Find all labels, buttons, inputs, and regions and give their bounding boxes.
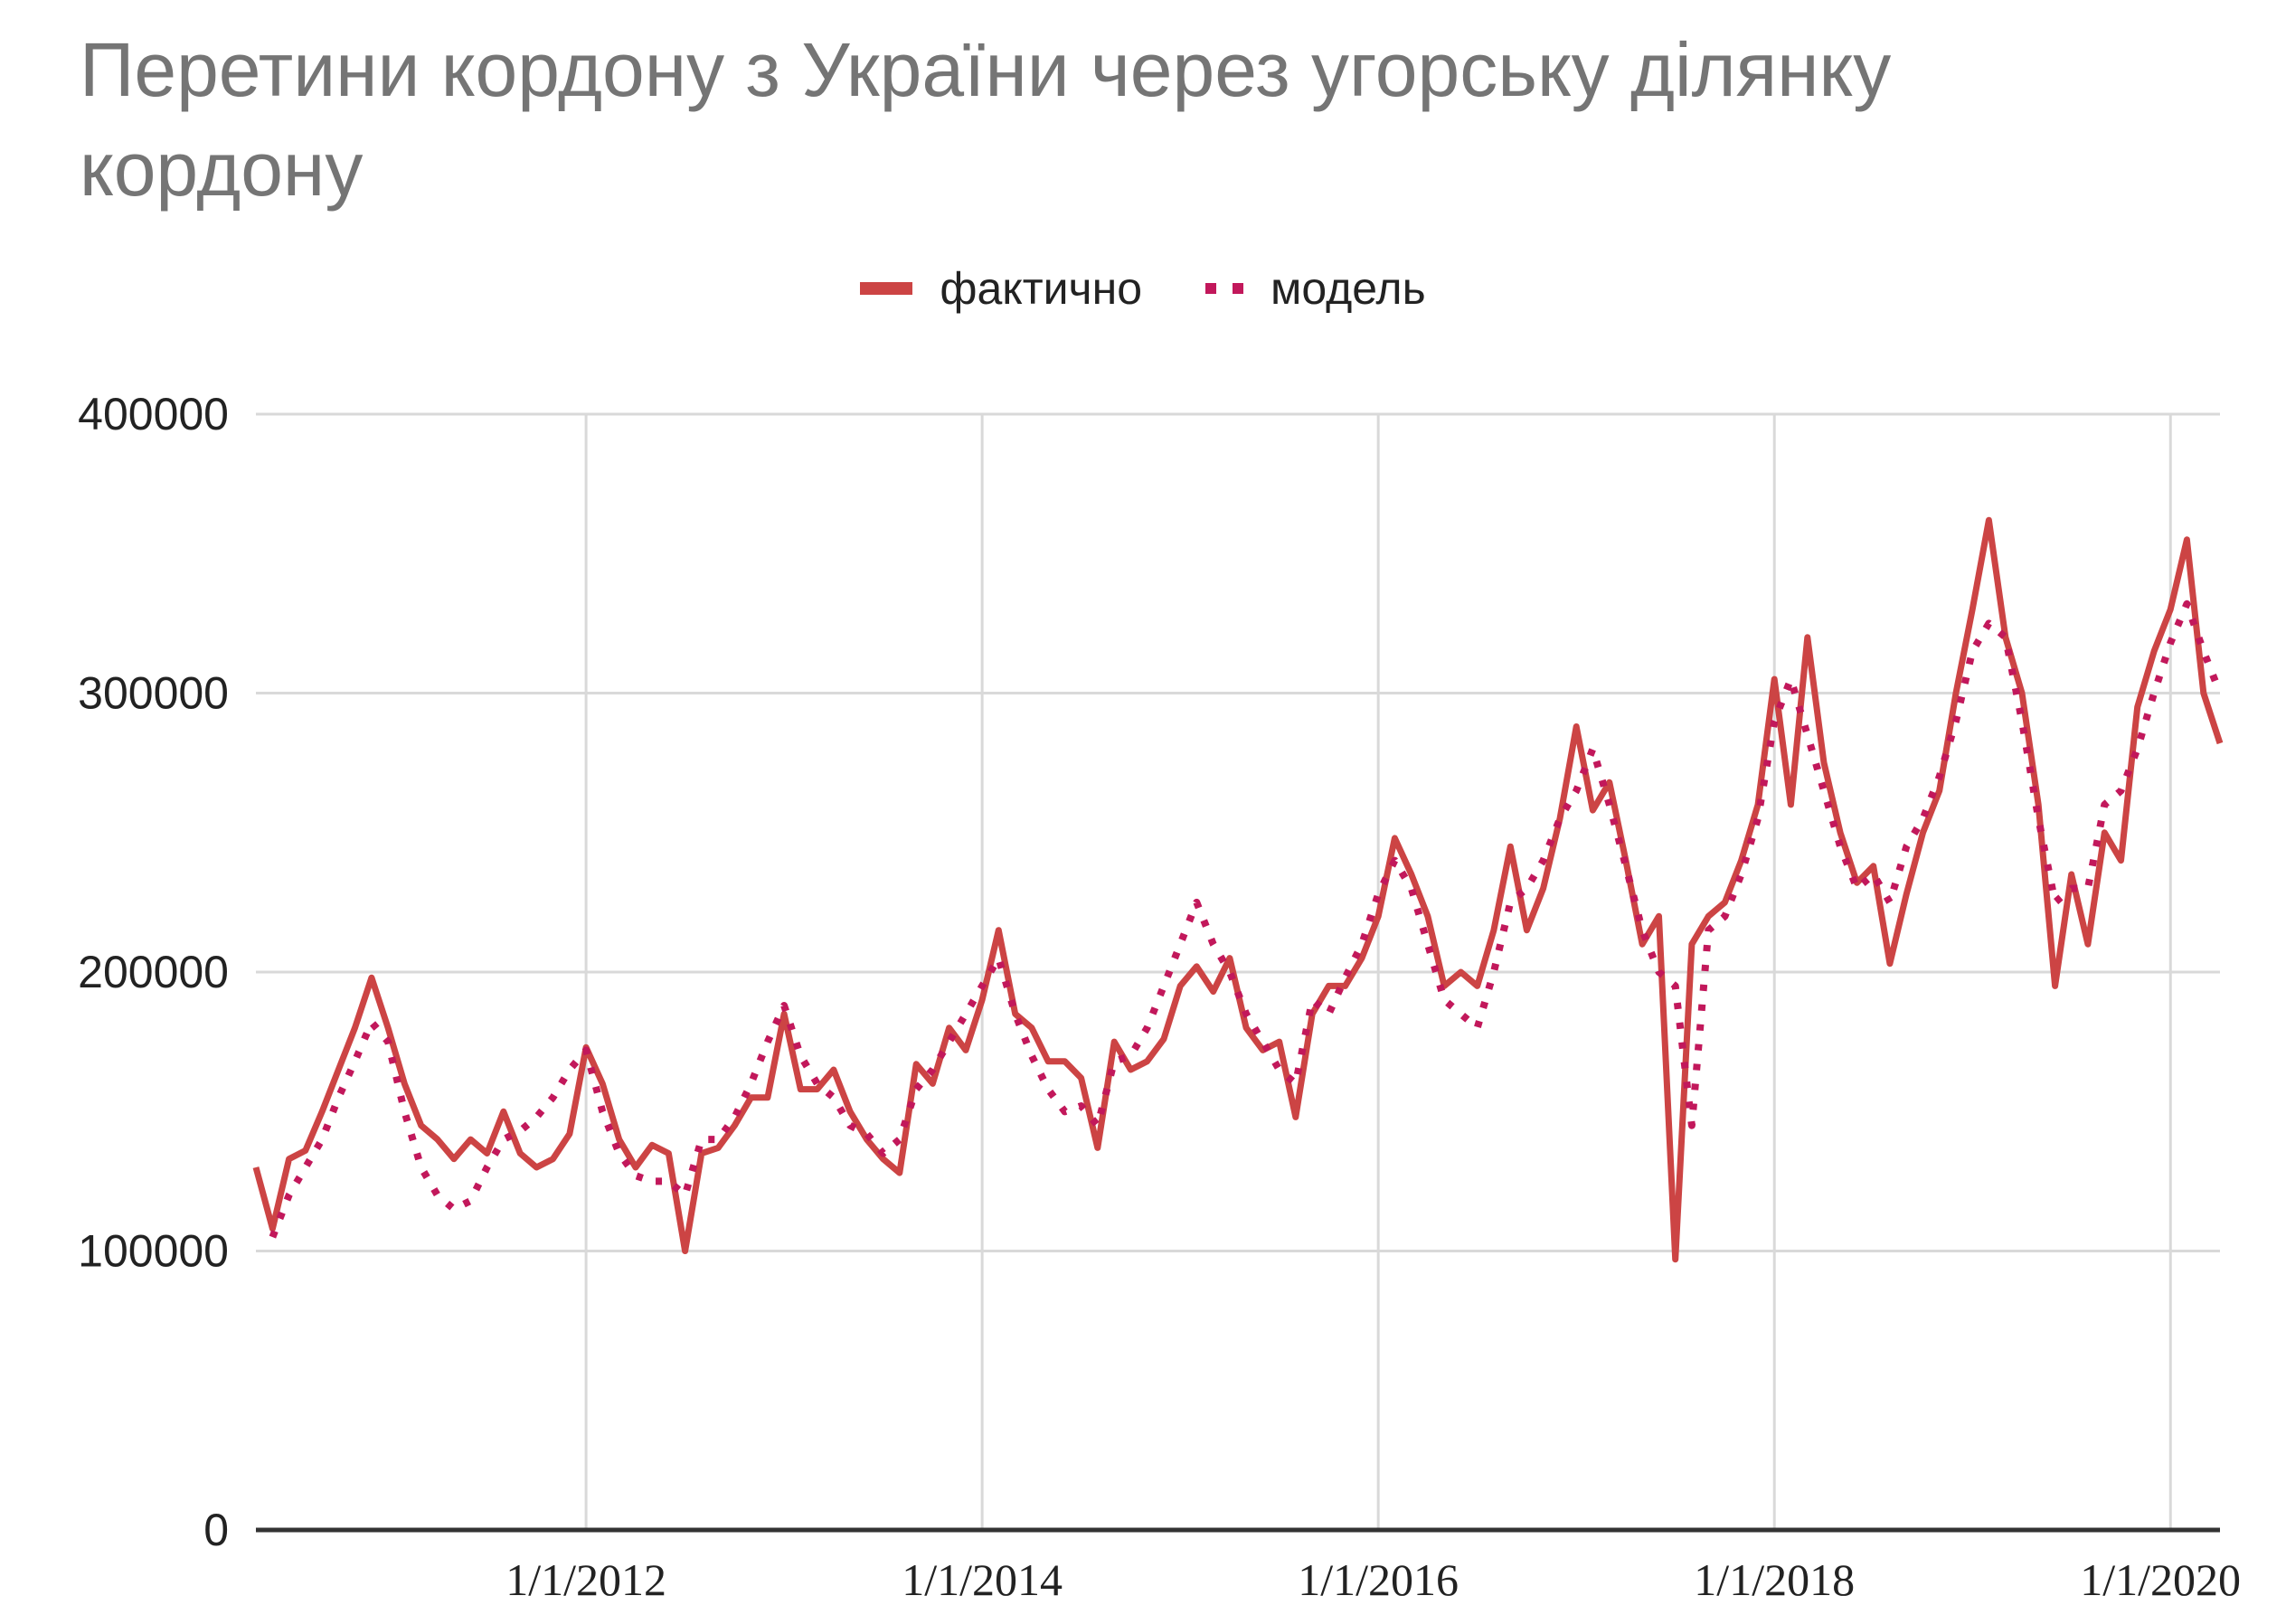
y-tick-label: 0	[203, 1505, 229, 1555]
x-tick-label: 1/1/2018	[1694, 1554, 1855, 1605]
y-axis-labels: 0 100000 200000 300000 400000	[78, 389, 229, 1555]
legend-item-actual[interactable]: фактично	[860, 262, 1142, 315]
chart-title: Перетини кордону з України через угорськ…	[80, 27, 1892, 212]
x-tick-label: 1/1/2014	[902, 1554, 1063, 1605]
y-tick-label: 300000	[78, 668, 229, 719]
legend: фактично модель	[0, 262, 2286, 315]
legend-label-actual: фактично	[940, 263, 1143, 314]
x-tick-label: 1/1/2020	[2080, 1554, 2241, 1605]
x-tick-label: 1/1/2012	[505, 1554, 666, 1605]
series-line-actual	[252, 516, 2224, 1263]
y-tick-label: 100000	[78, 1226, 229, 1277]
x-axis-labels: 1/1/2012 1/1/2014 1/1/2016 1/1/2018 1/1/2020	[505, 1554, 2241, 1605]
legend-item-model[interactable]: модель	[1205, 262, 1426, 315]
series-layer	[252, 516, 2224, 1263]
legend-line-icon	[860, 282, 913, 295]
legend-dots-icon	[1205, 283, 1244, 294]
y-tick-label: 200000	[78, 947, 229, 997]
y-tick-label: 400000	[78, 389, 229, 439]
horizontal-gridlines	[256, 412, 2220, 1252]
series-line-model	[269, 600, 2224, 1239]
x-tick-label: 1/1/2016	[1298, 1554, 1459, 1605]
legend-label-model: модель	[1271, 263, 1426, 314]
